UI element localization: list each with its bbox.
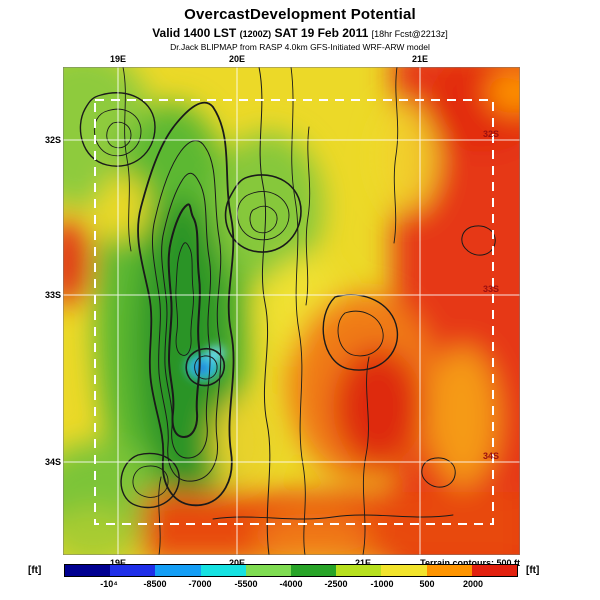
model-domain-dashed-box <box>94 99 494 525</box>
colorbar-tick: -4000 <box>279 579 303 589</box>
terrain-contour-lines <box>79 67 496 555</box>
model-attribution: Dr.Jack BLIPMAP from RASP 4.0km GFS-Init… <box>170 42 430 52</box>
lon-label-bottom-19e: 19E <box>109 558 127 568</box>
lat-label-34s: 34S <box>44 457 61 467</box>
valid-time-line: Valid 1400 LST (1200Z) SAT 19 Feb 2011 [… <box>0 26 600 40</box>
lat-label-32s: 32S <box>44 135 61 145</box>
colorbar-tick: -7000 <box>188 579 212 589</box>
colorbar-segment <box>426 565 472 576</box>
colorbar-tick: 2000 <box>462 579 484 589</box>
terrain-contour-note: Terrain contours: 500 ft <box>420 558 520 568</box>
colorbar-unit-right: [ft] <box>526 565 540 576</box>
valid-prefix: Valid 1400 LST <box>152 26 237 40</box>
inside-lat-label-34s: 34S <box>483 451 499 461</box>
colorbar-segment <box>291 565 337 576</box>
graticule-grid <box>63 67 520 555</box>
inside-grid-labels: 32S 33S 34S <box>483 129 499 461</box>
lon-label-bottom-21e: 21E <box>354 558 372 568</box>
blipmap-plot: 32S 33S 34S <box>63 67 520 555</box>
forecast-offset: [18hr Fcst@2213z] <box>371 29 448 39</box>
lon-label-bottom-20e: 20E <box>228 558 246 568</box>
colorbar-tick: -2500 <box>324 579 348 589</box>
colorbar-segment <box>381 565 427 576</box>
colorbar-tick: -8500 <box>143 579 167 589</box>
colorbar-segment <box>200 565 246 576</box>
colorbar <box>64 564 518 577</box>
lon-label-top-19e: 19E <box>109 54 127 64</box>
page-title: OvercastDevelopment Potential <box>184 6 416 23</box>
inside-lat-label-32s: 32S <box>483 129 499 139</box>
colorbar-segment <box>245 565 292 576</box>
lon-label-top-21e: 21E <box>411 54 429 64</box>
colorbar-tick: -10⁴ <box>100 579 118 589</box>
lon-label-top-20e: 20E <box>228 54 246 64</box>
colorbar-segment <box>110 565 156 576</box>
colorbar-segment <box>65 565 111 576</box>
colorbar-tick: -5500 <box>234 579 258 589</box>
lat-label-33s: 33S <box>44 290 61 300</box>
header: OvercastDevelopment Potential Valid 1400… <box>0 6 600 52</box>
colorbar-segment <box>336 565 382 576</box>
valid-zulu: (1200Z) <box>239 29 272 39</box>
colorbar-tick: -1000 <box>370 579 394 589</box>
colorbar-segment <box>471 565 518 576</box>
map-area: 32S 33S 34S 19E 20E 21E 19E 20E 21E Terr… <box>45 54 520 568</box>
colorbar-tick: 500 <box>419 579 435 589</box>
colorbar-tick-labels: -10⁴ -8500 -7000 -5500 -4000 -2500 -1000… <box>64 579 518 593</box>
colorbar-segment <box>155 565 201 576</box>
colorbar-unit-left: [ft] <box>28 565 42 576</box>
inside-lat-label-33s: 33S <box>483 284 499 294</box>
valid-date: SAT 19 Feb 2011 <box>274 26 369 40</box>
